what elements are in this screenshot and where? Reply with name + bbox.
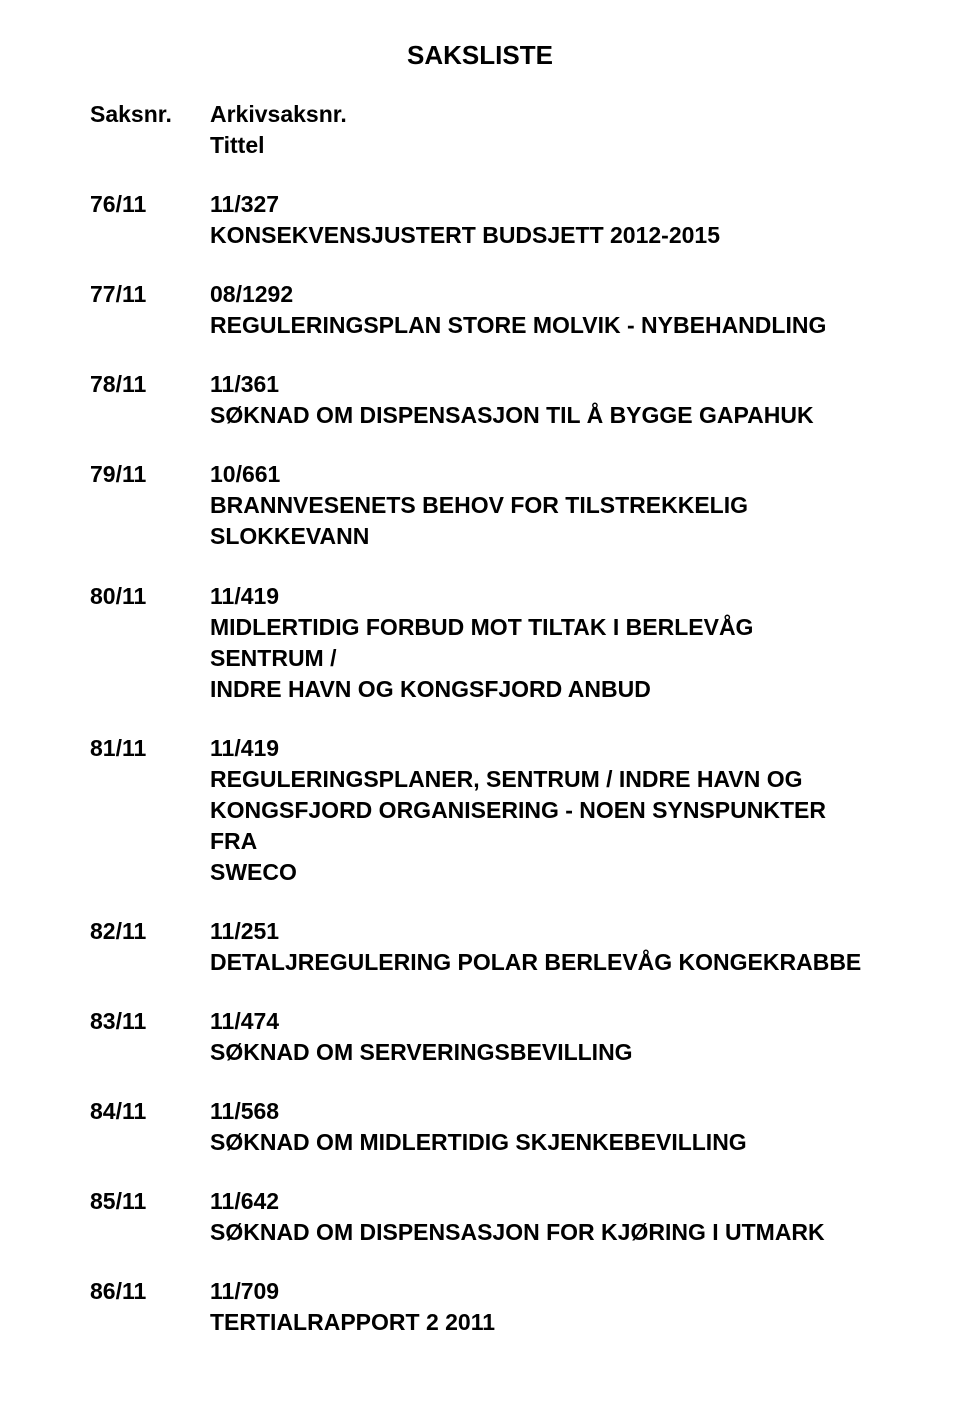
description-line: REGULERINGSPLAN STORE MOLVIK - NYBEHANDL… [210, 310, 870, 341]
entry: 82/1111/251DETALJREGULERING POLAR BERLEV… [90, 916, 870, 978]
arkivsaksnr: 11/642 [210, 1186, 870, 1217]
saksnr: 76/11 [90, 189, 210, 220]
arkivsaksnr: 11/709 [210, 1276, 870, 1307]
description-line: TERTIALRAPPORT 2 2011 [210, 1307, 870, 1338]
arkivsaksnr: 11/327 [210, 189, 870, 220]
saksnr: 78/11 [90, 369, 210, 400]
header-tittel: Tittel [210, 130, 870, 161]
description-line: KONGSFJORD ORGANISERING - NOEN SYNSPUNKT… [210, 795, 870, 857]
entry: 78/1111/361SØKNAD OM DISPENSASJON TIL Å … [90, 369, 870, 431]
arkivsaksnr: 11/419 [210, 581, 870, 612]
page-title: SAKSLISTE [90, 40, 870, 71]
arkivsaksnr: 11/568 [210, 1096, 870, 1127]
arkivsaksnr: 11/474 [210, 1006, 870, 1037]
saksnr: 77/11 [90, 279, 210, 310]
description-line: SØKNAD OM MIDLERTIDIG SKJENKEBEVILLING [210, 1127, 870, 1158]
saksnr: 80/11 [90, 581, 210, 612]
description-line: MIDLERTIDIG FORBUD MOT TILTAK I BERLEVÅG… [210, 612, 870, 674]
entry: 81/1111/419REGULERINGSPLANER, SENTRUM / … [90, 733, 870, 888]
arkivsaksnr: 11/419 [210, 733, 870, 764]
saksnr: 79/11 [90, 459, 210, 490]
saksnr: 85/11 [90, 1186, 210, 1217]
entry: 77/1108/1292REGULERINGSPLAN STORE MOLVIK… [90, 279, 870, 341]
saksnr: 83/11 [90, 1006, 210, 1037]
arkivsaksnr: 11/361 [210, 369, 870, 400]
description-line: BRANNVESENETS BEHOV FOR TILSTREKKELIG [210, 490, 870, 521]
entry: 84/1111/568SØKNAD OM MIDLERTIDIG SKJENKE… [90, 1096, 870, 1158]
description-line: INDRE HAVN OG KONGSFJORD ANBUD [210, 674, 870, 705]
arkivsaksnr: 10/661 [210, 459, 870, 490]
header-saksnr: Saksnr. [90, 99, 210, 130]
entry: 85/1111/642SØKNAD OM DISPENSASJON FOR KJ… [90, 1186, 870, 1248]
entry: 79/1110/661BRANNVESENETS BEHOV FOR TILST… [90, 459, 870, 552]
page-container: SAKSLISTE Saksnr. Arkivsaksnr. Tittel 76… [0, 0, 960, 1406]
saksnr: 82/11 [90, 916, 210, 947]
description-line: SØKNAD OM DISPENSASJON FOR KJØRING I UTM… [210, 1217, 870, 1248]
entries-list: 76/1111/327KONSEKVENSJUSTERT BUDSJETT 20… [90, 189, 870, 1338]
entry: 83/1111/474SØKNAD OM SERVERINGSBEVILLING [90, 1006, 870, 1068]
description-line: SWECO [210, 857, 870, 888]
description-line: SØKNAD OM SERVERINGSBEVILLING [210, 1037, 870, 1068]
header-row: Saksnr. Arkivsaksnr. Tittel [90, 99, 870, 161]
entry: 86/1111/709TERTIALRAPPORT 2 2011 [90, 1276, 870, 1338]
saksnr: 86/11 [90, 1276, 210, 1307]
description-line: SØKNAD OM DISPENSASJON TIL Å BYGGE GAPAH… [210, 400, 870, 431]
arkivsaksnr: 11/251 [210, 916, 870, 947]
saksnr: 81/11 [90, 733, 210, 764]
arkivsaksnr: 08/1292 [210, 279, 870, 310]
entry: 76/1111/327KONSEKVENSJUSTERT BUDSJETT 20… [90, 189, 870, 251]
saksnr: 84/11 [90, 1096, 210, 1127]
description-line: DETALJREGULERING POLAR BERLEVÅG KONGEKRA… [210, 947, 870, 978]
description-line: KONSEKVENSJUSTERT BUDSJETT 2012-2015 [210, 220, 870, 251]
description-line: REGULERINGSPLANER, SENTRUM / INDRE HAVN … [210, 764, 870, 795]
description-line: SLOKKEVANN [210, 521, 870, 552]
entry: 80/1111/419MIDLERTIDIG FORBUD MOT TILTAK… [90, 581, 870, 705]
header-arkiv: Arkivsaksnr. [210, 99, 870, 130]
